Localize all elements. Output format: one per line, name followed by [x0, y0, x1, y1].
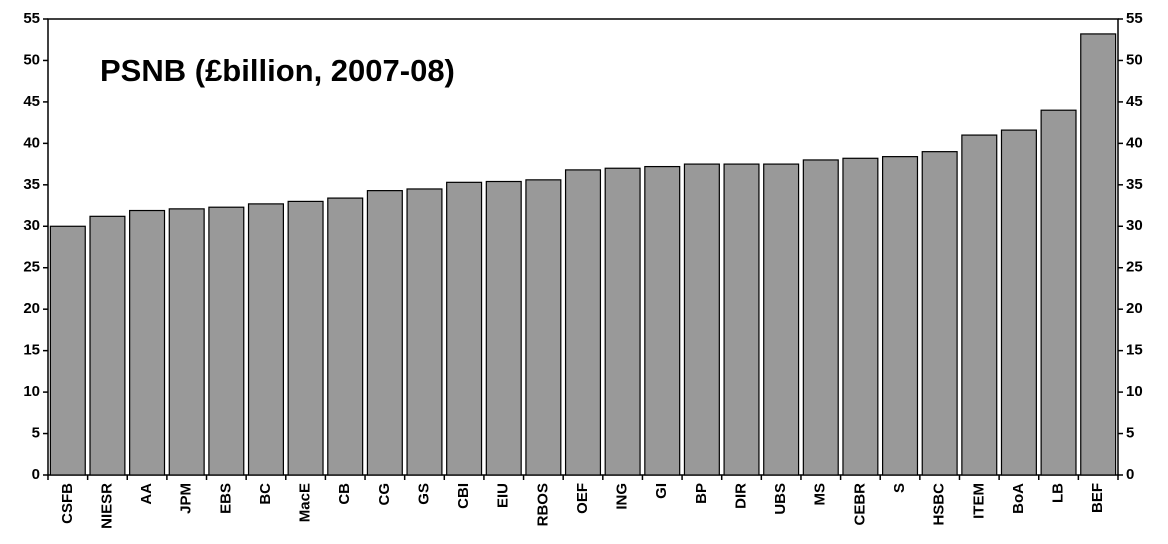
- y-tick-label: 50: [23, 51, 40, 68]
- bar: [208, 206, 245, 476]
- y-tick-label: 35: [23, 176, 40, 193]
- x-tick-label: LB: [1050, 483, 1067, 503]
- x-tick-label: MacE: [297, 483, 314, 522]
- bar: [1080, 33, 1117, 476]
- bar: [446, 181, 483, 476]
- bar: [247, 203, 284, 476]
- y2-tick-label: 25: [1126, 259, 1143, 276]
- bar: [842, 157, 879, 476]
- y2-tick-label: 0: [1126, 466, 1134, 483]
- x-tick-label: HSBC: [931, 483, 948, 526]
- bar: [406, 188, 443, 476]
- bar: [327, 197, 364, 476]
- x-tick-label: CBI: [455, 483, 472, 509]
- x-tick-label: ITEM: [970, 483, 987, 519]
- x-tick-label: MS: [812, 483, 829, 506]
- x-tick-label: ING: [614, 483, 631, 510]
- bar: [366, 190, 403, 476]
- bar: [564, 169, 602, 476]
- x-tick-label: RBOS: [534, 483, 551, 526]
- y2-tick-label: 20: [1126, 300, 1143, 317]
- y-tick-label: 40: [23, 134, 40, 151]
- x-tick-label: EIU: [495, 483, 512, 508]
- bar: [802, 159, 839, 476]
- x-tick-label: OEF: [574, 483, 591, 514]
- bar: [921, 151, 958, 476]
- bar: [723, 163, 760, 476]
- x-tick-label: BEF: [1089, 483, 1106, 513]
- y-tick-label: 10: [23, 383, 40, 400]
- bar: [168, 208, 205, 476]
- bar: [89, 215, 126, 476]
- x-tick-label: JPM: [178, 483, 195, 514]
- x-tick-label: CB: [336, 483, 353, 505]
- x-tick-label: CSFB: [59, 483, 76, 524]
- bar: [287, 200, 324, 476]
- bar: [683, 163, 720, 476]
- x-tick-label: CEBR: [851, 483, 868, 526]
- y2-tick-label: 5: [1126, 425, 1134, 442]
- y-tick-label: 0: [32, 466, 40, 483]
- x-tick-label: BC: [257, 483, 274, 505]
- x-tick-label: GI: [653, 483, 670, 499]
- bar: [644, 165, 681, 476]
- x-tick-label: DIR: [732, 483, 749, 509]
- x-tick-label: AA: [138, 483, 155, 505]
- y-tick-label: 25: [23, 259, 40, 276]
- y2-tick-label: 10: [1126, 383, 1143, 400]
- y2-tick-label: 45: [1126, 93, 1143, 110]
- y-tick-label: 30: [23, 217, 40, 234]
- x-tick-label: S: [891, 483, 908, 493]
- y2-tick-label: 50: [1126, 51, 1143, 68]
- bar: [961, 134, 998, 476]
- y-tick-label: 45: [23, 93, 40, 110]
- x-tick-label: EBS: [217, 483, 234, 514]
- bar: [525, 179, 562, 476]
- y-tick-label: 55: [23, 10, 40, 27]
- chart-title: PSNB (£billion, 2007-08): [100, 53, 455, 88]
- bar: [129, 209, 166, 476]
- y2-tick-label: 55: [1126, 10, 1143, 27]
- bar: [881, 156, 919, 476]
- bar: [49, 225, 86, 476]
- x-tick-label: BP: [693, 483, 710, 504]
- bar: [1040, 109, 1077, 476]
- y-tick-label: 20: [23, 300, 40, 317]
- y-tick-label: 15: [23, 342, 40, 359]
- y2-tick-label: 30: [1126, 217, 1143, 234]
- y2-tick-label: 15: [1126, 342, 1143, 359]
- x-tick-label: NIESR: [98, 483, 115, 529]
- y2-tick-label: 40: [1126, 134, 1143, 151]
- x-tick-label: CG: [376, 483, 393, 506]
- bar: [604, 167, 641, 476]
- y2-tick-label: 35: [1126, 176, 1143, 193]
- x-tick-label: GS: [415, 483, 432, 505]
- x-tick-label: UBS: [772, 483, 789, 515]
- y-tick-label: 5: [32, 425, 40, 442]
- bar: [763, 163, 800, 476]
- bar: [485, 180, 522, 476]
- bar: [1000, 129, 1037, 476]
- x-tick-label: BoA: [1010, 483, 1027, 514]
